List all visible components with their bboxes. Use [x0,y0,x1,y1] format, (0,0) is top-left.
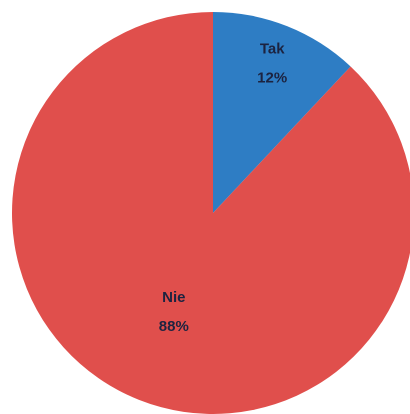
slice-category-label: Tak [260,40,285,57]
slice-category-label: Nie [162,289,185,306]
pie-slice [12,12,410,414]
pie-slice [213,12,351,213]
slice-value-label: 88% [159,318,189,335]
slice-value-label: 12% [257,69,287,86]
